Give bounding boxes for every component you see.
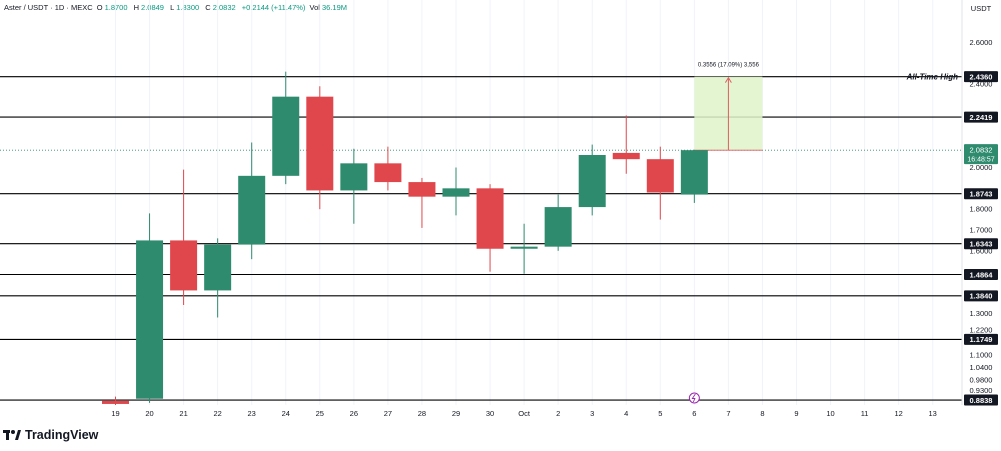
price-tick-label: 1.6000 <box>970 246 993 255</box>
time-tick-label: 27 <box>384 409 392 418</box>
time-tick-label: 13 <box>929 409 937 418</box>
time-tick-label: 26 <box>350 409 358 418</box>
time-tick-label: 21 <box>179 409 187 418</box>
level-price-label: 0.8838 <box>970 396 993 405</box>
level-price-label: 1.1749 <box>970 335 993 344</box>
all-time-high-label: All-Time High <box>906 72 959 81</box>
level-price-label: 2.2419 <box>970 113 993 122</box>
level-price-label: 1.3840 <box>970 292 993 301</box>
candle-body <box>272 96 300 176</box>
candle-body <box>578 155 606 208</box>
lightning-icon <box>688 392 700 404</box>
price-tick-label: 2.0000 <box>970 163 993 172</box>
time-tick-label: 28 <box>418 409 426 418</box>
level-price-badge <box>964 333 998 345</box>
time-tick-label: 25 <box>316 409 324 418</box>
candle-body <box>306 96 334 191</box>
measure-label: 0.3556 (17.09%) 3,556 <box>698 63 760 69</box>
time-tick-label: 8 <box>760 409 764 418</box>
price-tick-label: 2.4000 <box>970 80 993 89</box>
symbol-header: Aster / USDT · 1D · MEXC O 1.8700 H 2.0849… <box>4 3 351 12</box>
level-price-label: 1.4864 <box>970 270 994 279</box>
candles <box>102 71 708 405</box>
price-tick-label: 2.6000 <box>970 38 993 47</box>
candle-body <box>544 207 572 247</box>
time-tick-label: Oct <box>518 409 531 418</box>
candle-body <box>442 188 470 197</box>
level-price-label: 1.8743 <box>970 189 993 198</box>
price-tick-label: 0.9300 <box>970 386 993 395</box>
measure-arrow-head <box>724 76 732 83</box>
ohlc-high: H 2.0849 <box>133 3 164 12</box>
volume: Vol 36.19M <box>309 3 347 12</box>
candle-body <box>680 150 708 195</box>
grid-lines <box>115 0 934 405</box>
time-axis[interactable]: 19 20 21 22 23 24 25 26 27 28 29 30 Oct 2 3 4 5 6 7 8 9 10 11 1… <box>111 409 937 418</box>
level-price-label: 1.6343 <box>970 239 993 248</box>
current-price-label: 2.0832 <box>970 146 993 155</box>
level-price-badge <box>964 269 998 280</box>
time-tick-label: 7 <box>726 409 730 418</box>
ohlc-close: C 2.0832 <box>205 3 236 12</box>
level-price-badge <box>964 290 998 302</box>
price-tick-label: 1.0400 <box>970 363 993 372</box>
time-tick-label: 2 <box>556 409 560 418</box>
time-tick-label: 10 <box>826 409 834 418</box>
candle-body <box>204 244 232 291</box>
time-tick-label: 22 <box>213 409 221 418</box>
price-tick-label: 1.1000 <box>970 351 993 360</box>
time-tick-label: 20 <box>145 409 153 418</box>
candle-body <box>374 163 402 183</box>
ohlc-open: O 1.8700 <box>96 3 128 12</box>
price-tick-label: 1.7000 <box>970 226 993 235</box>
countdown-label: 16:48:57 <box>967 157 994 164</box>
time-tick-label: 19 <box>111 409 119 418</box>
candle-body <box>612 152 640 160</box>
tradingview-logo: TradingView <box>3 428 98 442</box>
candle-body <box>102 400 129 404</box>
candle-body <box>340 163 368 191</box>
current-price-badge <box>964 144 998 165</box>
time-tick-label: 6 <box>692 409 696 418</box>
measure-tool[interactable]: 0.3556 (17.09%) 3,556 <box>694 63 763 151</box>
time-tick-label: 23 <box>248 409 256 418</box>
candle-body <box>238 175 266 245</box>
ohlc-change: +0.2144 (+11.47%) <box>241 3 306 12</box>
candle-body <box>476 188 504 249</box>
price-tick-label: 1.2200 <box>970 326 993 335</box>
ohlc-low: L 1.8300 <box>170 3 200 12</box>
time-tick-label: 5 <box>658 409 662 418</box>
lightning-bolt <box>691 393 696 403</box>
time-tick-label: 29 <box>452 409 460 418</box>
price-tick-label: 1.3000 <box>970 309 993 318</box>
level-price-label: 2.4360 <box>970 72 993 81</box>
time-tick-label: 12 <box>894 409 902 418</box>
level-price-badge <box>964 188 998 200</box>
event-marker[interactable] <box>688 392 700 404</box>
symbol-name[interactable]: Aster / USDT · 1D · MEXC <box>4 3 93 12</box>
currency-label: USDT <box>971 4 992 13</box>
level-price-badge <box>964 394 998 406</box>
time-tick-label: 9 <box>794 409 798 418</box>
time-tick-label: 4 <box>624 409 628 418</box>
time-tick-label: 24 <box>282 409 290 418</box>
candle-body <box>510 246 538 249</box>
time-tick-label: 11 <box>861 409 869 418</box>
tradingview-logo-icon <box>3 430 21 440</box>
candle-body <box>170 240 198 291</box>
price-tick-label: 1.8000 <box>970 205 993 214</box>
logo-text: TradingView <box>25 428 99 442</box>
candle-body <box>646 159 674 193</box>
candle-body <box>408 182 436 197</box>
price-axis[interactable]: 2.6000 2.4000 2.0000 1.8000 1.7000 1.6000 1.30… <box>964 38 998 406</box>
level-price-badge <box>964 238 998 250</box>
price-tick-label: 0.9800 <box>970 376 993 385</box>
time-tick-label: 30 <box>486 409 494 418</box>
level-price-badge <box>964 111 998 123</box>
level-price-badge <box>964 71 998 83</box>
time-tick-label: 3 <box>590 409 594 418</box>
candle-body <box>136 240 164 399</box>
